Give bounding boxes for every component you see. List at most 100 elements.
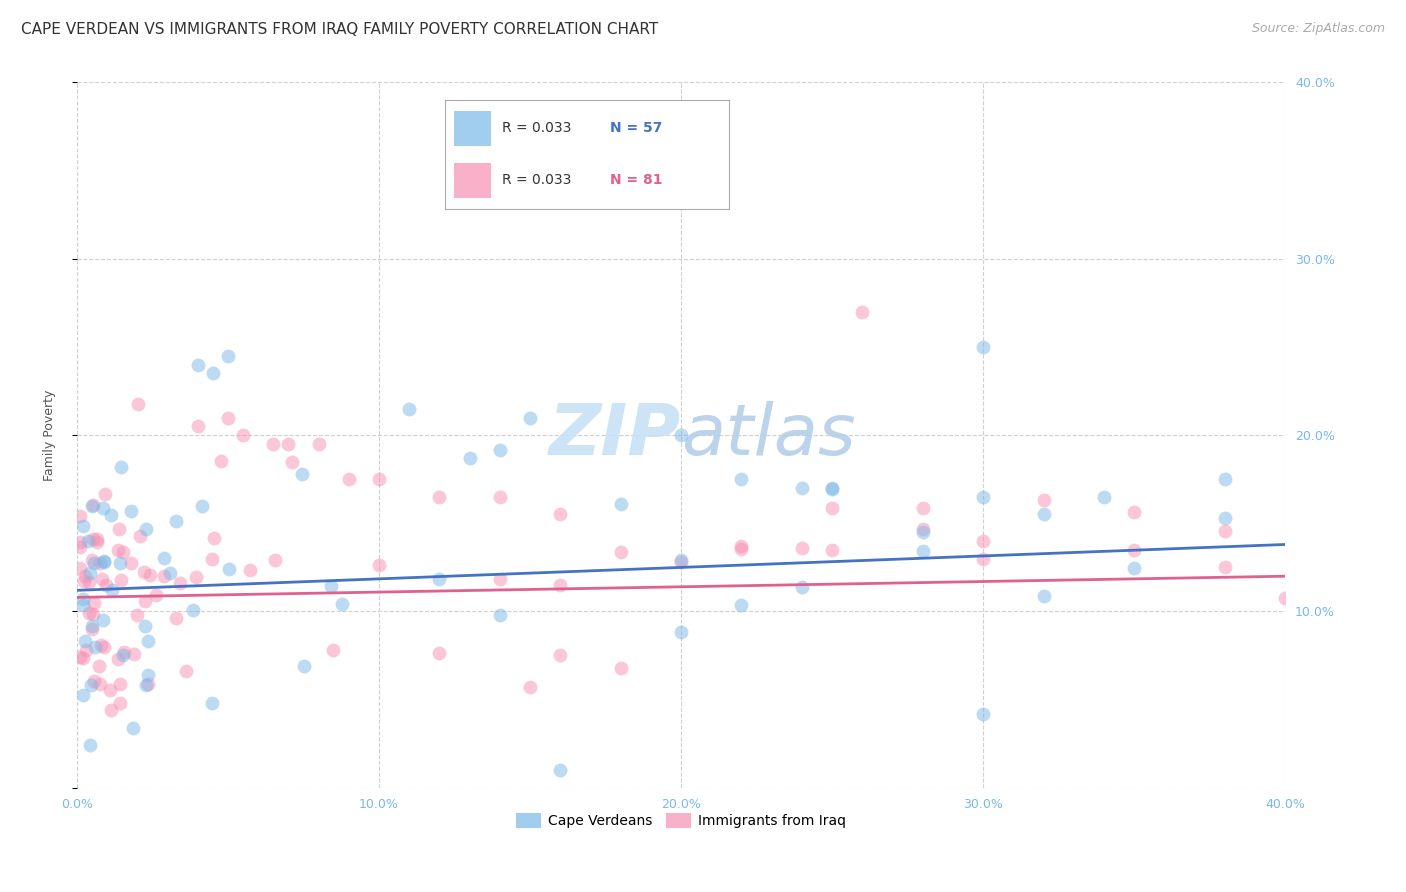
Point [488,443,510,458]
Point [1092,490,1115,504]
Point [429,490,451,504]
Point [1032,589,1054,603]
Point [83,595,105,609]
Point [1032,493,1054,508]
Point [429,646,451,660]
Point [821,481,844,495]
Point [127,607,149,622]
Point [82,499,104,513]
Point [548,763,571,777]
Point [89,556,111,570]
Point [69,540,91,554]
Point [217,410,239,425]
Point [107,543,129,558]
Point [136,668,159,682]
Point [80,678,103,692]
Point [110,697,132,711]
Point [821,542,844,557]
Point [159,566,181,581]
Point [87,658,110,673]
Point [135,677,157,691]
Point [93,553,115,567]
Point [488,490,510,504]
Point [73,569,96,583]
Point [730,598,752,612]
Point [112,645,135,659]
Point [93,487,115,501]
Point [669,428,692,442]
Point [201,367,224,381]
Point [972,340,994,354]
Point [488,572,510,586]
Point [821,500,844,515]
Point [107,652,129,666]
Point [75,643,97,657]
Point [239,563,262,577]
Point [136,677,159,691]
Point [93,555,115,569]
Point [69,535,91,549]
Point [112,545,135,559]
Point [1213,511,1236,525]
Point [548,508,571,522]
Point [911,525,934,540]
Point [730,542,752,557]
Point [290,467,312,482]
Point [277,437,299,451]
Point [368,558,391,572]
Point [1032,508,1054,522]
Point [122,647,145,661]
Point [264,553,287,567]
Point [82,607,104,622]
Point [548,578,571,592]
Point [139,568,162,582]
Point [202,531,225,545]
Point [134,565,156,579]
Point [458,451,481,466]
Point [108,677,131,691]
Point [166,611,188,625]
Text: atlas: atlas [681,401,856,469]
Point [174,664,197,678]
Point [201,696,224,710]
Point [519,410,541,425]
Point [972,706,994,721]
Point [82,498,104,512]
Point [169,575,191,590]
Point [72,689,94,703]
Point [911,544,934,558]
Point [138,634,160,648]
Point [91,613,114,627]
Point [519,680,541,694]
Point [232,428,254,442]
Point [1123,560,1146,574]
Point [69,508,91,523]
Point [111,648,134,663]
Point [128,529,150,543]
Point [669,553,692,567]
Point [972,534,994,549]
Point [135,522,157,536]
Text: Source: ZipAtlas.com: Source: ZipAtlas.com [1251,22,1385,36]
Point [790,481,813,495]
Point [89,677,111,691]
Point [83,557,105,571]
Point [187,419,209,434]
Text: CAPE VERDEAN VS IMMIGRANTS FROM IRAQ FAMILY POVERTY CORRELATION CHART: CAPE VERDEAN VS IMMIGRANTS FROM IRAQ FAM… [21,22,658,37]
Y-axis label: Family Poverty: Family Poverty [44,390,56,481]
Point [548,648,571,662]
Point [90,572,112,586]
Point [308,437,330,451]
Point [110,459,132,474]
Point [609,661,631,675]
Point [77,534,100,549]
Point [1213,524,1236,539]
Point [730,539,752,553]
Point [368,472,391,486]
Point [165,514,187,528]
Point [1213,560,1236,574]
Point [1274,591,1296,606]
Point [184,570,207,584]
Point [82,532,104,546]
Point [330,597,353,611]
